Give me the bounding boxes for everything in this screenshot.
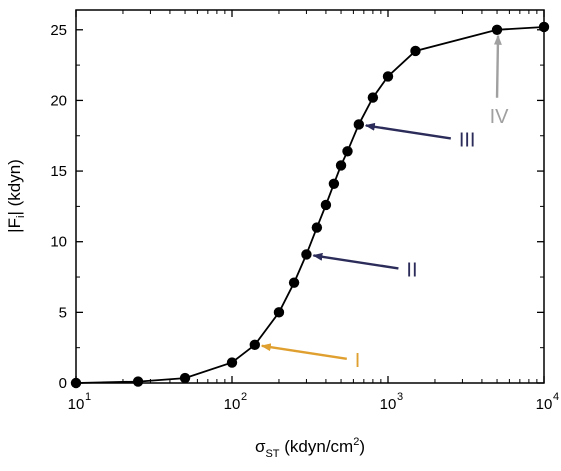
data-point bbox=[538, 21, 550, 33]
x-tick-label-exponent: 4 bbox=[553, 391, 559, 403]
data-point bbox=[342, 146, 353, 157]
data-point bbox=[288, 277, 300, 288]
data-point bbox=[382, 71, 394, 82]
annotation-label: III bbox=[459, 129, 476, 151]
data-point bbox=[328, 178, 340, 189]
data-point bbox=[301, 249, 312, 260]
data-point bbox=[335, 160, 347, 171]
annotation-label: IV bbox=[490, 106, 510, 128]
data-point bbox=[273, 307, 285, 318]
series-line bbox=[75, 26, 545, 384]
data-point bbox=[311, 222, 323, 233]
x-axis-title: σST (kdyn/cm2) bbox=[255, 436, 365, 460]
data-point bbox=[249, 339, 260, 351]
x-tick-label: 10 bbox=[536, 396, 553, 413]
y-tick-label: 5 bbox=[59, 304, 67, 321]
x-tick-label: 10 bbox=[380, 396, 397, 413]
x-axis-ticks: 10 1 10 2 10 3 10 4 bbox=[68, 10, 559, 413]
annotation-arrow bbox=[493, 34, 502, 98]
data-points bbox=[70, 21, 550, 389]
x-tick-label-exponent: 2 bbox=[241, 391, 247, 403]
x-tick-label: 10 bbox=[224, 396, 241, 413]
plot-frame bbox=[75, 9, 545, 384]
data-point bbox=[410, 45, 421, 57]
y-tick-label: 10 bbox=[50, 234, 67, 251]
data-point bbox=[132, 376, 144, 387]
data-point bbox=[353, 119, 365, 130]
data-point bbox=[367, 92, 379, 103]
data-point bbox=[320, 199, 332, 211]
y-tick-label: 15 bbox=[50, 163, 67, 180]
data-point bbox=[179, 372, 191, 384]
y-tick-label: 20 bbox=[50, 92, 67, 109]
data-point bbox=[70, 377, 82, 389]
annotation-label: II bbox=[406, 259, 417, 281]
annotation-arrow bbox=[364, 122, 451, 140]
y-tick-label: 25 bbox=[50, 22, 67, 39]
x-tick-label-exponent: 1 bbox=[85, 391, 91, 403]
y-axis-ticks: 0 5 10 15 20 25 bbox=[50, 22, 544, 392]
annotation-arrow bbox=[260, 343, 347, 361]
annotation-arrow bbox=[312, 252, 399, 270]
data-point bbox=[226, 357, 238, 368]
y-tick-label: 0 bbox=[59, 375, 67, 392]
y-axis-title: |Fi| (kdyn) bbox=[5, 159, 27, 233]
annotation-label: I bbox=[355, 350, 361, 372]
data-point bbox=[491, 24, 503, 35]
x-tick-label-exponent: 3 bbox=[397, 391, 403, 403]
x-tick-label: 10 bbox=[68, 396, 85, 413]
